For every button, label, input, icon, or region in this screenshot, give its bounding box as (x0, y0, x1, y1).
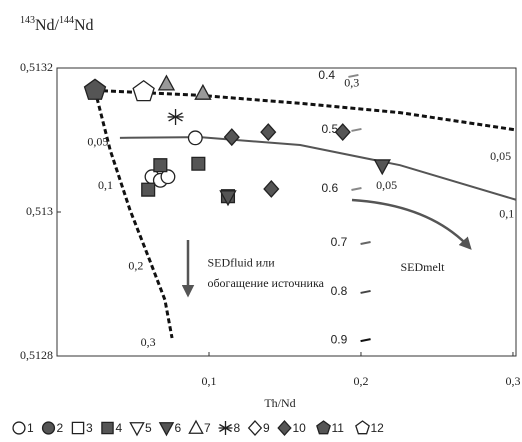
annotation: 0,3 (344, 76, 359, 90)
annotation: 0.5 (321, 122, 338, 136)
annotation-dash (348, 73, 359, 78)
data-point (219, 190, 237, 207)
legend-entry: 8 (218, 421, 241, 435)
legend-entry: 9 (247, 420, 270, 436)
y-axis-label: 143Nd/144Nd (20, 15, 94, 33)
annotation-dash (360, 240, 371, 245)
y-tick-label: 0,513 (26, 204, 53, 218)
data-point (223, 128, 240, 147)
legend-label: 10 (293, 421, 307, 435)
legend-entry: 3 (71, 421, 93, 435)
annotation: SEDmelt (400, 260, 445, 274)
legend-entry: 4 (101, 421, 123, 435)
legend-label: 3 (86, 421, 93, 435)
x-axis-label: Th/Nd (264, 396, 295, 410)
y-tick-label: 0,5132 (20, 60, 53, 74)
x-tick-label: 0,1 (201, 374, 216, 388)
annotation: 0.8 (331, 284, 348, 298)
legend-symbol (129, 422, 145, 437)
label-text: Nd (74, 17, 94, 34)
annotation: 0.4 (318, 68, 335, 82)
legend-symbol (12, 421, 26, 435)
data-point (334, 123, 351, 142)
data-point (187, 130, 203, 146)
legend-symbol (101, 421, 114, 435)
legend-symbol (355, 420, 370, 435)
annotation: 0,1 (499, 207, 514, 221)
mixing-curve (119, 136, 517, 201)
legend-entry: 10 (277, 420, 307, 436)
legend-symbol (218, 421, 233, 435)
annotation: 0.9 (331, 332, 348, 346)
annotation: 0.6 (321, 181, 338, 195)
annotation: 0.7 (331, 235, 348, 249)
legend-label: 2 (57, 421, 64, 435)
mixing-curve (94, 88, 517, 132)
label-superscript: 144 (59, 15, 74, 26)
legend-entry: 1 (12, 421, 34, 435)
data-point (141, 182, 156, 197)
legend-symbol (158, 422, 175, 437)
annotation: обогащение источника (207, 276, 324, 290)
annotation: 0,05 (490, 149, 511, 163)
legend-label: 4 (116, 421, 123, 435)
data-point (167, 108, 184, 125)
legend-symbol (41, 421, 56, 435)
x-tick-label: 0,2 (353, 374, 368, 388)
legend-symbol (188, 419, 204, 434)
data-point (263, 179, 280, 198)
legend-entry: 6 (158, 421, 182, 437)
legend-symbol (71, 421, 85, 435)
annotation: 0,05 (376, 178, 397, 192)
annotation-dash (360, 289, 371, 294)
data-point (132, 79, 155, 102)
annotation-dash (351, 186, 362, 191)
legend-symbol (277, 420, 292, 436)
legend-entry: 12 (355, 420, 385, 435)
data-point (157, 74, 176, 91)
annotation: 0,3 (141, 335, 156, 349)
legend-label: 9 (263, 421, 270, 435)
legend-entry: 2 (41, 421, 64, 435)
mixing-curve (93, 89, 174, 339)
plot-frame (56, 67, 517, 357)
annotation-dash (360, 338, 371, 343)
legend-symbol (316, 420, 331, 435)
data-point (373, 159, 391, 176)
legend-label: 11 (332, 421, 345, 435)
legend-label: 5 (145, 421, 152, 435)
y-tick-label: 0,5128 (20, 348, 53, 362)
legend-entry: 5 (129, 421, 152, 437)
annotation: SEDfluid или (207, 256, 275, 270)
annotation: 0,2 (128, 258, 143, 272)
melt-arrow (351, 198, 472, 250)
data-point (191, 156, 206, 171)
data-point (160, 169, 176, 185)
legend-entry: 7 (188, 419, 211, 435)
legend-label: 12 (371, 421, 385, 435)
annotation: 0,05 (87, 135, 108, 149)
x-tick-label: 0,3 (505, 374, 520, 388)
annotation-dash (351, 127, 362, 132)
annotation: 0,1 (98, 178, 113, 192)
legend-label: 7 (204, 421, 211, 435)
data-point (153, 158, 168, 173)
legend-label: 6 (175, 421, 182, 435)
legend-label: 1 (27, 421, 34, 435)
data-point (194, 83, 212, 100)
label-text: Nd/ (35, 17, 60, 34)
data-point (260, 123, 277, 142)
legend-entry: 11 (316, 420, 345, 435)
legend-symbol (247, 420, 263, 436)
data-point (83, 78, 107, 100)
legend-label: 8 (234, 421, 241, 435)
label-superscript: 143 (20, 15, 35, 26)
